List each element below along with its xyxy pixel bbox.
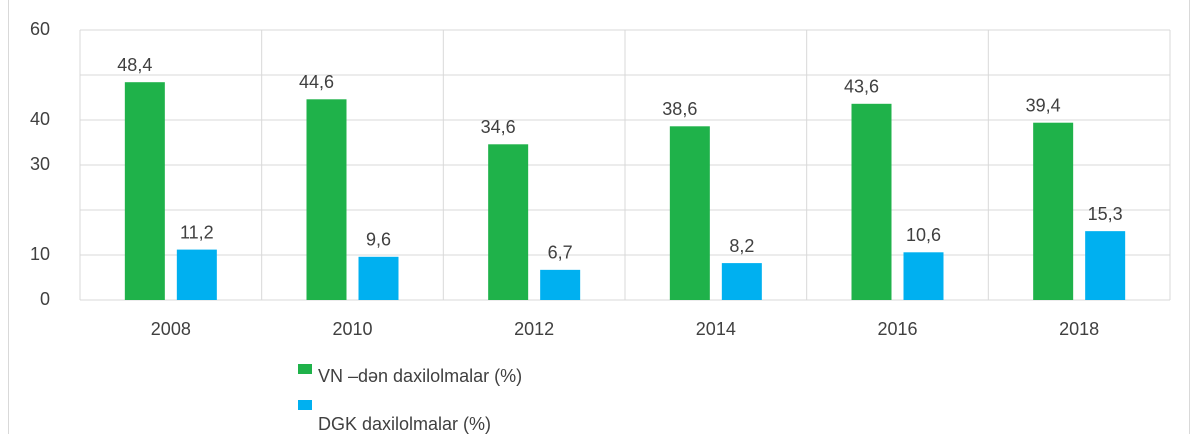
bar — [358, 256, 399, 300]
legend-swatch — [298, 364, 312, 374]
bar — [176, 249, 217, 300]
bar — [540, 269, 581, 300]
x-tick-label: 2010 — [332, 319, 372, 339]
data-label: 15,3 — [1088, 204, 1123, 224]
x-tick-label: 2012 — [514, 319, 554, 339]
data-label: 43,6 — [844, 77, 879, 97]
bar — [1085, 231, 1126, 300]
bar — [488, 144, 529, 300]
data-label: 11,2 — [180, 222, 214, 242]
bar — [669, 126, 710, 300]
data-label: 38,6 — [662, 99, 697, 119]
y-tick-label: 30 — [30, 154, 50, 174]
x-tick-label: 2018 — [1059, 319, 1099, 339]
data-label: 10,6 — [906, 225, 941, 245]
y-tick-label: 40 — [30, 109, 50, 129]
chart-frame — [8, 0, 1190, 434]
x-tick-label: 2008 — [151, 319, 191, 339]
legend-swatch — [298, 400, 312, 410]
y-tick-label: 10 — [30, 244, 50, 264]
bar — [851, 103, 892, 300]
data-label: 9,6 — [366, 230, 391, 250]
y-tick-label: 60 — [30, 19, 50, 39]
legend-label: VN –dən daxilolmalar (%) — [318, 366, 522, 386]
data-label: 39,4 — [1026, 95, 1061, 115]
data-label: 44,6 — [299, 72, 334, 92]
x-tick-label: 2016 — [877, 319, 917, 339]
bar — [903, 252, 944, 300]
bar — [1033, 122, 1074, 300]
y-tick-label: 0 — [40, 289, 50, 309]
x-tick-label: 2014 — [696, 319, 736, 339]
bar — [124, 82, 165, 300]
data-label: 48,4 — [117, 55, 152, 75]
data-label: 8,2 — [729, 236, 754, 256]
legend-label: DGK daxilolmalar (%) — [318, 414, 491, 434]
bar — [306, 99, 347, 300]
data-label: 6,7 — [548, 243, 573, 263]
data-label: 34,6 — [481, 117, 516, 137]
bar — [721, 263, 762, 300]
